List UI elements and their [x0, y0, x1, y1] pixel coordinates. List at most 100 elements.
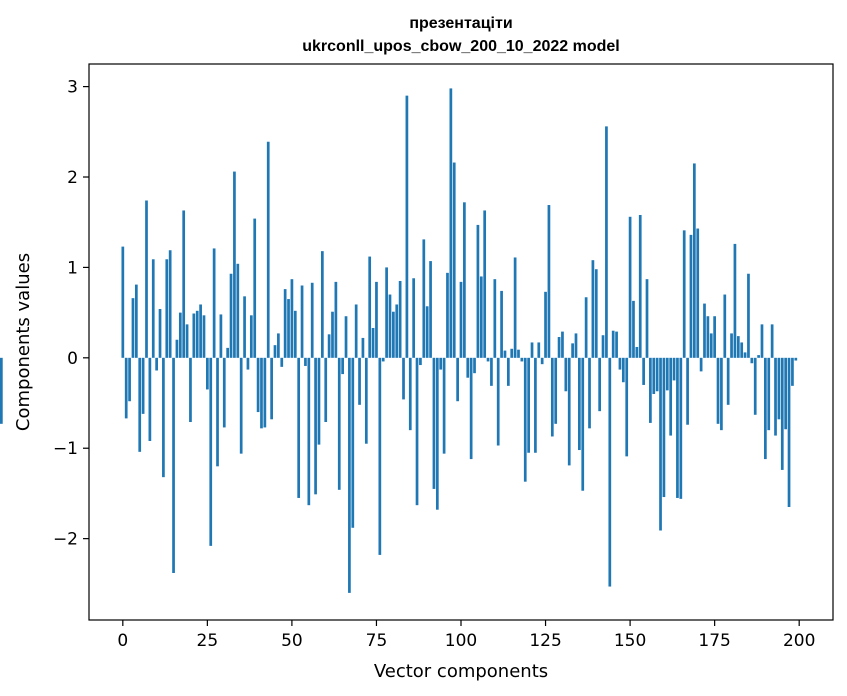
bar: [490, 357, 493, 386]
bar: [307, 357, 311, 506]
bar: [696, 228, 700, 358]
bar: [310, 282, 314, 358]
bar: [547, 205, 551, 358]
bar: [395, 304, 399, 358]
bar: [300, 285, 304, 358]
bar: [486, 357, 490, 362]
chart-title: презентацiти: [409, 15, 512, 32]
bar: [226, 347, 230, 358]
bar: [178, 312, 182, 358]
bar: [378, 357, 382, 555]
bar: [202, 315, 206, 358]
bar: [260, 357, 263, 429]
bar: [371, 327, 375, 358]
bar: [287, 299, 290, 358]
bar: [523, 357, 527, 482]
y-axis-ticks: −2 −1 0 1 2 3: [53, 78, 89, 550]
bar: [564, 357, 568, 392]
bar: [628, 216, 632, 358]
bar: [128, 357, 131, 402]
plot-frame: [88, 63, 834, 621]
bar: [320, 251, 324, 358]
bar: [216, 357, 219, 467]
bar: [145, 200, 148, 358]
x-tick-label: 0: [117, 631, 128, 651]
bar: [124, 357, 128, 419]
bar: [219, 314, 223, 358]
bar: [743, 352, 747, 358]
x-tick-label: 100: [445, 631, 477, 651]
bar: [584, 297, 588, 358]
bar: [229, 273, 233, 358]
bar: [361, 337, 365, 358]
bar: [493, 279, 497, 358]
bar: [780, 357, 784, 470]
bar: [463, 202, 466, 358]
bar: [750, 357, 754, 364]
bar: [222, 357, 226, 428]
bar: [432, 357, 436, 489]
bar: [699, 357, 703, 372]
bar: [344, 316, 348, 358]
bar: [381, 357, 385, 362]
bar: [358, 357, 361, 405]
y-tick-label: 3: [67, 78, 78, 98]
bar: [540, 357, 544, 365]
bar: [791, 357, 794, 386]
bar: [618, 357, 622, 370]
bar: [280, 357, 284, 367]
bar: [314, 357, 317, 495]
bar: [760, 324, 764, 358]
bar: [709, 333, 713, 358]
bar: [368, 256, 372, 358]
bar: [767, 357, 771, 431]
bar: [642, 357, 645, 385]
bar: [429, 261, 432, 358]
bar: [571, 343, 574, 358]
bar: [412, 278, 416, 358]
bar: [277, 333, 280, 358]
bar: [530, 342, 534, 358]
bar: [770, 324, 774, 358]
bar: [317, 357, 321, 445]
bar: [557, 337, 561, 358]
bar: [172, 357, 175, 573]
bar: [155, 357, 158, 371]
bar: [256, 357, 260, 413]
y-tick-label: 0: [67, 349, 78, 369]
bar: [212, 248, 216, 358]
bar: [635, 346, 639, 358]
bar: [777, 357, 781, 420]
bar: [168, 250, 172, 358]
bar: [479, 276, 483, 358]
chart-subtitle: ukrconll_upos_cbow_200_10_2022 model: [302, 38, 619, 55]
bar: [510, 348, 514, 358]
bar: [0, 357, 3, 424]
bar: [398, 280, 402, 358]
bar: [561, 331, 564, 358]
bar: [456, 357, 459, 402]
bar: [740, 342, 744, 358]
bar: [162, 357, 165, 478]
bar: [419, 357, 422, 366]
bar: [774, 357, 777, 436]
bar: [581, 357, 585, 491]
bar: [236, 263, 240, 358]
bar: [158, 309, 162, 358]
bar: [608, 357, 612, 587]
bar: [273, 345, 277, 358]
bar: [753, 357, 757, 415]
bar: [682, 230, 686, 358]
bar: [625, 357, 629, 457]
bar: [327, 334, 331, 358]
bar: [425, 306, 429, 358]
bar: [337, 357, 341, 490]
bar: [632, 300, 635, 358]
x-tick-label: 75: [366, 631, 388, 651]
bar: [672, 357, 676, 381]
bar: [703, 303, 706, 358]
bar: [550, 357, 554, 437]
bar: [591, 260, 595, 358]
bar: [141, 357, 145, 414]
